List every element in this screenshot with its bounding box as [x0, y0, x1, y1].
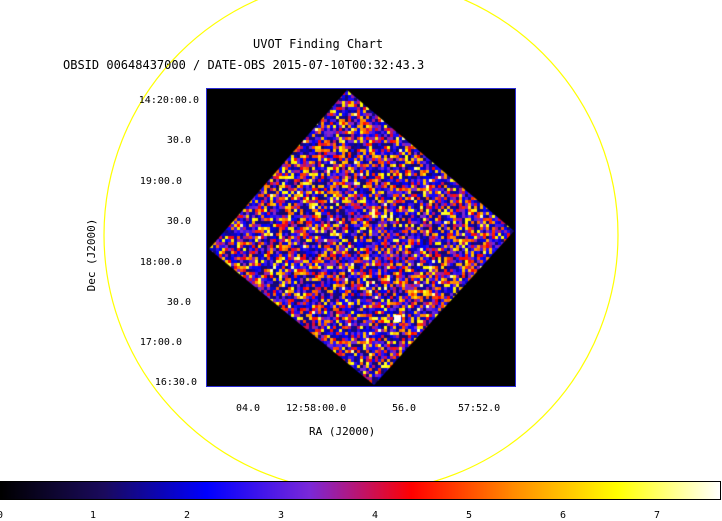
y-axis-label: Dec (J2000)	[85, 218, 98, 292]
y-tick-label: 17:00.0	[139, 337, 182, 348]
colorbar-tick-label: 1	[90, 510, 97, 521]
y-tick-label: 18:00.0	[139, 257, 182, 268]
x-tick-label: 12:58:00.0	[286, 403, 347, 414]
colorbar-tick-label: 2	[184, 510, 191, 521]
y-tick-label: 16:30.0	[154, 377, 197, 388]
chart-subtitle: OBSID 00648437000 / DATE-OBS 2015-07-10T…	[63, 58, 425, 72]
colorbar-tick-label: 6	[560, 510, 567, 521]
sky-image	[207, 89, 515, 386]
chart-title: UVOT Finding Chart	[253, 37, 384, 51]
colorbar-tick-label: 5	[466, 510, 473, 521]
colorbar	[0, 481, 721, 500]
x-tick-label: 57:52.0	[458, 403, 501, 414]
y-tick-label: 30.0	[166, 135, 191, 146]
y-tick-label: 14:20:00.0	[138, 95, 199, 106]
x-axis-label: RA (J2000)	[309, 425, 376, 438]
y-tick-label: 30.0	[166, 297, 191, 308]
x-tick-label: 04.0	[236, 403, 261, 414]
colorbar-tick-label: 4	[372, 510, 379, 521]
y-tick-label: 30.0	[166, 216, 191, 227]
colorbar-tick-label: 0	[0, 510, 4, 521]
colorbar-tick-label: 3	[278, 510, 285, 521]
x-tick-label: 56.0	[392, 403, 417, 414]
image-frame	[206, 88, 516, 387]
y-tick-label: 19:00.0	[139, 176, 182, 187]
colorbar-tick-label: 7	[654, 510, 661, 521]
